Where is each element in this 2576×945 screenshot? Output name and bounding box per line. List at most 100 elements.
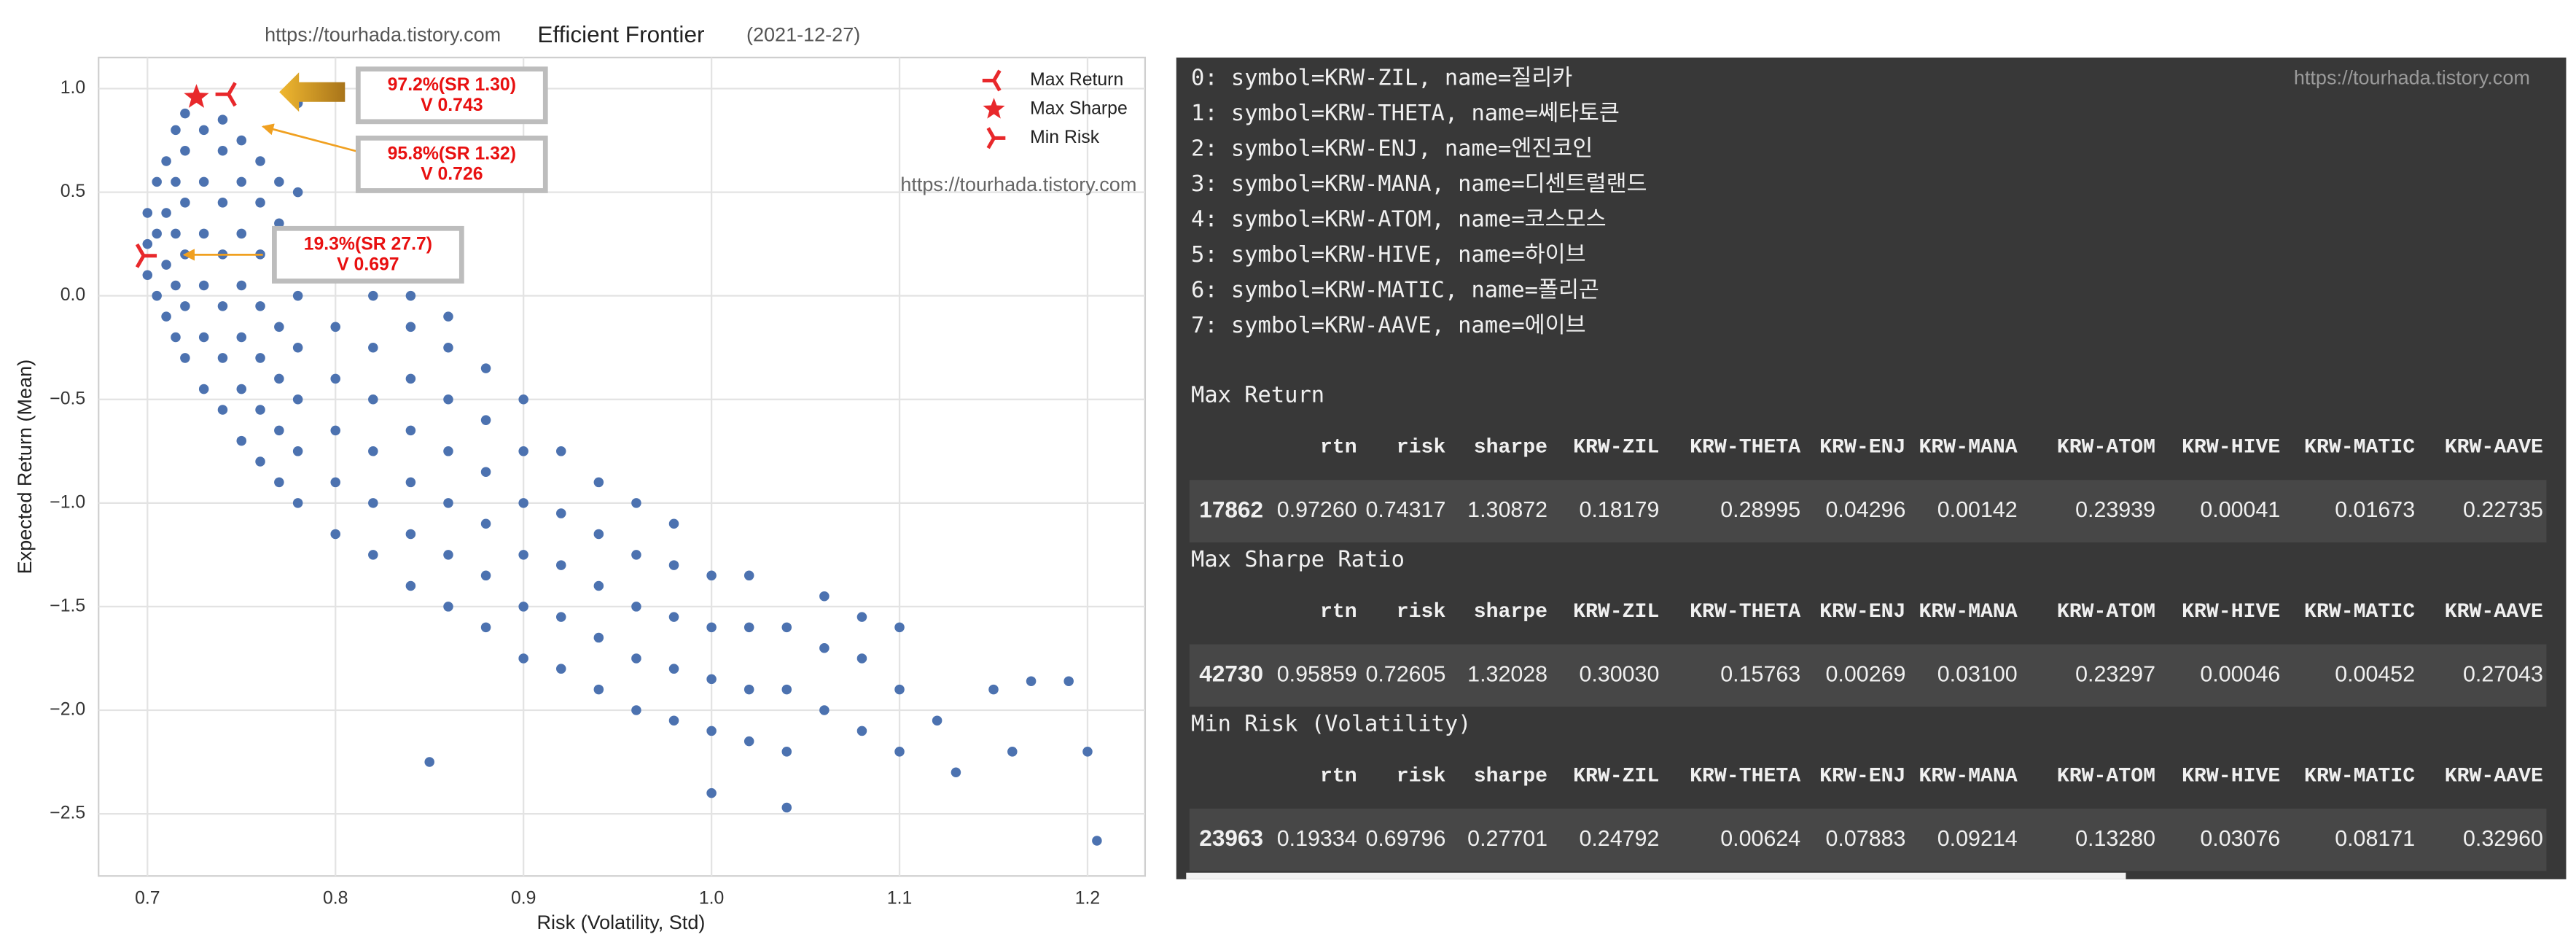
y-tick-label: −2.0 xyxy=(50,700,85,720)
point xyxy=(593,632,604,643)
point xyxy=(142,208,153,218)
point xyxy=(988,684,999,695)
point xyxy=(236,176,247,187)
point xyxy=(631,498,641,508)
marker xyxy=(184,84,209,108)
table-header: KRW-ATOM xyxy=(2057,765,2155,788)
point xyxy=(198,228,209,239)
point xyxy=(555,664,566,674)
y-tick-label: −1.0 xyxy=(50,492,85,512)
point xyxy=(518,446,528,456)
point xyxy=(405,477,416,488)
table-header: KRW-MATIC xyxy=(2304,601,2415,623)
point xyxy=(236,280,247,291)
point xyxy=(368,550,378,560)
point xyxy=(292,394,303,405)
point xyxy=(180,353,190,363)
point xyxy=(781,684,792,695)
point xyxy=(255,353,265,363)
grid: 0.7 0.8 0.9 1.0 1.1 1.2 1.0 0.5 0.0 −0.5 −1.0 −1.5 −… xyxy=(50,57,1145,908)
x-tick-label: 0.8 xyxy=(323,888,348,908)
point xyxy=(161,208,171,218)
point xyxy=(743,736,754,747)
point xyxy=(593,477,604,488)
table-cell: 0.23297 xyxy=(2075,661,2155,686)
legend: Max Return Max Sharpe Min Risk xyxy=(982,69,1128,149)
table-cell: 1.32028 xyxy=(1467,661,1547,686)
point xyxy=(274,176,284,187)
point xyxy=(819,642,830,653)
point xyxy=(330,529,340,540)
console-line: 1: symbol=KRW-THETA, name=쎄타토큰 xyxy=(1191,101,1620,126)
point xyxy=(932,715,942,726)
table-cell: 0.24792 xyxy=(1579,826,1659,851)
annotation-text: 19.3%(SR 27.7) xyxy=(304,234,432,254)
point xyxy=(951,767,961,777)
point xyxy=(217,405,228,415)
point xyxy=(152,290,162,301)
table-header: risk xyxy=(1397,765,1446,788)
annotation-box xyxy=(355,135,548,193)
table-header: KRW-THETA xyxy=(1690,437,1800,459)
legend-marker xyxy=(982,69,1002,92)
point xyxy=(1007,747,1018,757)
table-header: KRW-MANA xyxy=(1919,437,2018,459)
table-cell: 0.27701 xyxy=(1467,826,1547,851)
point xyxy=(255,198,265,208)
legend-label: Min Risk xyxy=(1030,128,1100,147)
table-cell: 0.72605 xyxy=(1365,661,1445,686)
table-header: KRW-ENJ xyxy=(1819,437,1905,459)
point xyxy=(706,788,717,798)
annotation-text: V 0.743 xyxy=(421,96,483,115)
table-cell: 0.03076 xyxy=(2200,826,2280,851)
table-index: 17862 xyxy=(1199,496,1263,522)
point xyxy=(668,715,679,726)
point xyxy=(180,108,190,119)
x-tick-label: 0.9 xyxy=(511,888,536,908)
table-header: rtn xyxy=(1320,601,1357,623)
point xyxy=(161,311,171,322)
point xyxy=(217,301,228,311)
point xyxy=(171,176,181,187)
point xyxy=(368,290,378,301)
annotation-text: V 0.726 xyxy=(421,165,483,184)
point xyxy=(856,653,867,664)
console-watermark: https://tourhada.tistory.com xyxy=(2294,66,2530,88)
table-cell: 0.69796 xyxy=(1365,826,1445,851)
marker xyxy=(215,82,237,107)
point xyxy=(668,560,679,570)
point xyxy=(330,477,340,488)
annotation-box xyxy=(272,225,464,284)
table-cell: 0.00269 xyxy=(1826,661,1906,686)
point xyxy=(631,550,641,560)
point xyxy=(781,802,792,813)
point xyxy=(856,612,867,622)
point xyxy=(292,342,303,353)
point xyxy=(255,405,265,415)
table-cell: 0.30030 xyxy=(1579,661,1659,686)
point xyxy=(819,591,830,602)
point xyxy=(443,550,453,560)
point xyxy=(631,653,641,664)
point xyxy=(668,518,679,529)
point xyxy=(443,602,453,612)
point xyxy=(236,384,247,394)
arrow xyxy=(279,72,346,112)
console-line: 7: symbol=KRW-AAVE, name=에이브 xyxy=(1191,313,1586,338)
point xyxy=(292,187,303,198)
point xyxy=(555,508,566,518)
watermark: https://tourhada.tistory.com xyxy=(900,174,1136,195)
point xyxy=(405,529,416,540)
legend-label: Max Sharpe xyxy=(1030,98,1128,118)
point xyxy=(142,238,153,249)
point xyxy=(706,570,717,581)
point xyxy=(781,747,792,757)
legend-marker xyxy=(983,98,1005,119)
point xyxy=(743,622,754,633)
table-header: rtn xyxy=(1320,437,1357,459)
point xyxy=(236,228,247,239)
annotation-text: 97.2%(SR 1.30) xyxy=(388,75,516,95)
y-tick-label: −1.5 xyxy=(50,596,85,615)
point xyxy=(593,580,604,591)
